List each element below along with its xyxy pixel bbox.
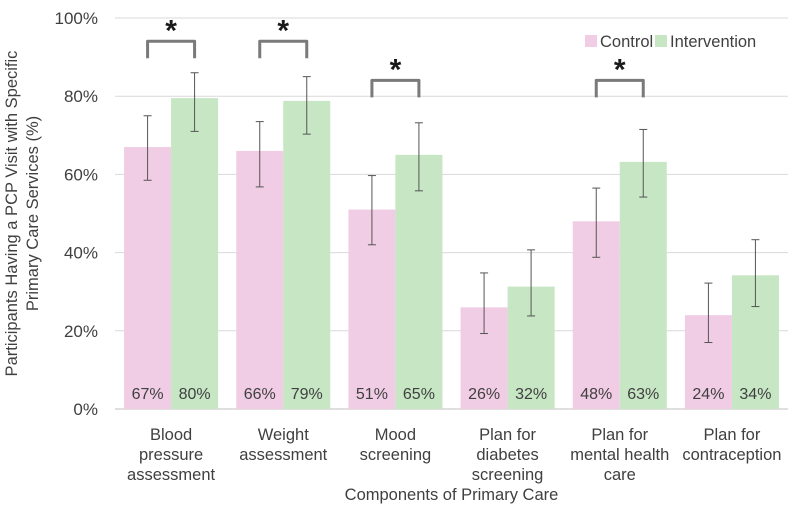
bar	[236, 150, 284, 409]
bar	[124, 147, 172, 409]
significance-bracket	[370, 78, 421, 98]
bar	[171, 98, 219, 409]
legend: Control Intervention	[585, 33, 756, 51]
y-tick-label: 40%	[64, 244, 98, 263]
y-tick-label: 80%	[64, 87, 98, 106]
grid-lines	[115, 17, 788, 410]
y-tick-label: 60%	[64, 165, 98, 184]
x-tick-label-line: diabetes	[476, 446, 538, 464]
data-label: 51%	[356, 386, 388, 403]
y-axis-title-line: Primary Care Services (%)	[24, 116, 42, 311]
x-tick-label-line: care	[604, 466, 636, 484]
y-tick-label: 20%	[64, 322, 98, 341]
data-label: 32%	[515, 386, 547, 403]
x-tick-label-line: Plan for	[591, 426, 648, 444]
x-tick-label: Plan for mental health care	[570, 426, 669, 484]
legend-label: Intervention	[670, 33, 756, 51]
data-label: 67%	[132, 386, 164, 403]
x-tick-label-line: screening	[360, 446, 432, 464]
data-label: 48%	[580, 386, 612, 403]
legend-swatch	[655, 35, 667, 47]
x-tick-label: Weight assessment	[239, 426, 327, 464]
legend-swatch	[585, 35, 597, 47]
axis-titles: Components of Primary Care Participants …	[3, 51, 558, 504]
significance-brackets: * * * *	[146, 14, 645, 98]
data-label: 24%	[692, 386, 724, 403]
significance-bracket	[594, 78, 645, 98]
bar	[283, 100, 331, 409]
y-axis-ticks: 0% 20% 40% 60% 80% 100%	[55, 9, 98, 419]
significance-marker: *	[165, 14, 177, 47]
legend-label: Control	[600, 33, 653, 51]
x-tick-label-line: Blood	[150, 426, 192, 444]
significance-marker: *	[277, 14, 289, 47]
x-tick-label-line: Plan for	[703, 426, 760, 444]
significance-marker: *	[390, 53, 402, 86]
data-label: 66%	[244, 386, 276, 403]
x-tick-label-line: Mood	[375, 426, 416, 444]
x-tick-label: Plan for contraception	[682, 426, 781, 464]
y-axis-title-line: Participants Having a PCP Visit with Spe…	[3, 51, 21, 377]
data-label: 80%	[179, 386, 211, 403]
significance-bracket	[258, 39, 309, 59]
x-tick-label-line: pressure	[139, 446, 203, 464]
bar-value-labels: 67% 66% 51% 26% 48% 24% 80% 79% 65% 32% 63% 34%	[132, 386, 772, 403]
x-tick-label-line: mental health	[570, 446, 669, 464]
bar	[619, 161, 667, 409]
x-tick-label-line: Weight	[258, 426, 309, 444]
error-bars	[143, 72, 760, 344]
x-tick-label-line: contraception	[682, 446, 781, 464]
bars	[124, 98, 779, 409]
data-label: 63%	[627, 386, 659, 403]
y-tick-label: 0%	[73, 400, 98, 419]
significance-bracket	[146, 39, 197, 59]
x-tick-label-line: screening	[472, 466, 544, 484]
x-tick-label-line: assessment	[127, 466, 215, 484]
x-tick-label-line: assessment	[239, 446, 327, 464]
x-axis-title: Components of Primary Care	[345, 486, 559, 504]
y-tick-label: 100%	[55, 9, 98, 28]
data-label: 65%	[403, 386, 435, 403]
x-tick-label-line: Plan for	[479, 426, 536, 444]
data-label: 79%	[291, 386, 323, 403]
bar	[395, 154, 443, 409]
significance-marker: *	[614, 53, 626, 86]
x-tick-label: Blood pressure assessment	[127, 426, 215, 484]
x-tick-label: Plan for diabetes screening	[472, 426, 544, 484]
y-axis-title: Participants Having a PCP Visit with Spe…	[3, 51, 42, 377]
x-tick-label: Mood screening	[360, 426, 432, 464]
data-label: 34%	[739, 386, 771, 403]
x-axis-categories: Blood pressure assessment Weight assessment M…	[127, 426, 781, 484]
data-label: 26%	[468, 386, 500, 403]
